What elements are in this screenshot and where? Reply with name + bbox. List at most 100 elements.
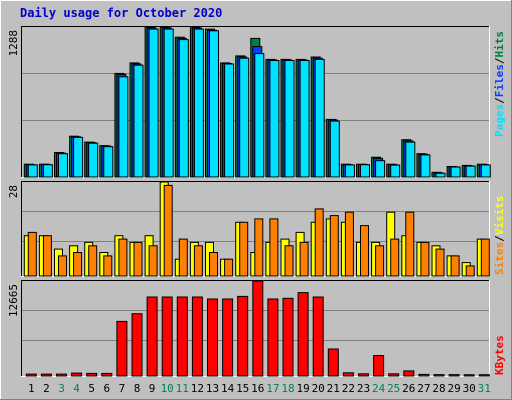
chart-title: Daily usage for October 2020 [20, 6, 222, 20]
sites-bar [209, 252, 218, 277]
kbytes-bar [252, 280, 264, 377]
x-tick-label: 10 [161, 382, 174, 395]
pages-bar [254, 53, 265, 178]
sites-bar [435, 248, 445, 277]
pages-bar [73, 136, 84, 178]
sites-bar [148, 245, 158, 277]
pages-bar [163, 28, 174, 178]
legend-separator: / [493, 57, 506, 64]
pages-bar [435, 172, 446, 178]
pages-bar [390, 164, 401, 178]
pages-bar [224, 63, 235, 178]
legend-separator: / [493, 97, 506, 104]
x-tick-label: 11 [176, 382, 189, 395]
pages-bar [193, 28, 204, 178]
sites-bar [42, 235, 52, 277]
kbytes-bar [176, 296, 188, 377]
x-tick-label: 29 [447, 382, 460, 395]
sites-bar [193, 245, 203, 277]
sites-bar [329, 215, 339, 277]
kbytes-bar [463, 374, 475, 377]
x-tick-label: 23 [357, 382, 370, 395]
kbytes-bar [71, 372, 83, 377]
pages-bar [480, 164, 491, 178]
legend-files: Files [493, 64, 506, 97]
sites-bar [360, 225, 369, 277]
legend-hits: Hits [493, 31, 506, 58]
x-tick-label: 8 [134, 382, 141, 395]
pages-bar [314, 58, 325, 178]
panel-usage-ymax-label: 1288 [7, 30, 20, 57]
x-tick-label: 24 [372, 382, 386, 395]
kbytes-bar [418, 373, 430, 377]
sites-bar [450, 255, 460, 277]
x-tick-label: 18 [281, 382, 294, 395]
pages-bar [209, 30, 219, 178]
sites-bar [239, 221, 249, 277]
pages-bar [420, 154, 431, 178]
panel-kbytes-ymax-label: 12665 [7, 284, 20, 317]
x-tick-label: 7 [119, 382, 126, 395]
pages-bar [88, 142, 99, 178]
kbytes-bar [297, 292, 309, 377]
sites-bar [103, 255, 113, 277]
sites-bar [465, 265, 475, 277]
x-tick-label: 2 [43, 382, 50, 395]
pages-bar [148, 28, 159, 178]
pages-bar [42, 164, 53, 178]
sites-bar [58, 255, 67, 277]
legend-visits: Sites/Visits [493, 196, 506, 276]
x-tick-label: 21 [327, 382, 340, 395]
legend-separator: / [493, 235, 506, 242]
kbytes-bar [358, 373, 369, 377]
pages-bar [375, 160, 386, 178]
pages-bar [299, 60, 310, 178]
kbytes-bar [342, 372, 354, 377]
sites-bar [27, 231, 37, 277]
sites-bar [269, 218, 279, 277]
sites-bar [254, 218, 264, 277]
kbytes-bar [312, 296, 324, 377]
sites-bar [73, 252, 83, 277]
x-tick-label: 14 [221, 382, 235, 395]
kbytes-bar [131, 313, 143, 377]
x-tick-label: 4 [73, 382, 80, 395]
x-tick-label: 15 [236, 382, 249, 395]
pages-bar [329, 120, 340, 178]
x-tick-label: 16 [251, 382, 264, 395]
x-tick-label: 22 [342, 382, 355, 395]
kbytes-bar [433, 374, 445, 377]
x-tick-label: 26 [402, 382, 415, 395]
x-tick-label: 31 [478, 382, 491, 395]
pages-bar [284, 60, 295, 178]
sites-bar [118, 238, 128, 277]
pages-bar [178, 39, 189, 178]
pages-bar [465, 165, 476, 178]
legend-visits: Visits [493, 196, 506, 236]
kbytes-bar [282, 297, 294, 377]
x-tick-label: 5 [88, 382, 95, 395]
sites-bar [375, 245, 385, 277]
legend-pages: Pages [493, 104, 506, 137]
sites-bar [88, 245, 98, 277]
panel-visits-ymax-label: 28 [7, 185, 20, 198]
x-tick-label: 19 [296, 382, 309, 395]
kbytes-bar [403, 370, 415, 377]
kbytes-bar [86, 372, 98, 377]
kbytes-bar [101, 372, 113, 377]
pages-bar [118, 76, 129, 178]
pages-bar [103, 146, 114, 178]
kbytes-bar [267, 298, 279, 377]
legend-kbytes: KBytes [493, 335, 506, 375]
kbytes-bar [478, 374, 490, 377]
legend-usage: Pages/Files/Hits [493, 31, 506, 137]
x-tick-label: 28 [432, 382, 445, 395]
sites-bar [390, 238, 400, 277]
kbytes-bar [448, 374, 460, 377]
pages-bar [405, 141, 416, 178]
pages-bar [58, 153, 68, 178]
x-tick-label: 20 [312, 382, 325, 395]
x-tick-label: 1 [28, 382, 35, 395]
x-tick-label: 17 [266, 382, 279, 395]
sites-bar [133, 241, 143, 277]
